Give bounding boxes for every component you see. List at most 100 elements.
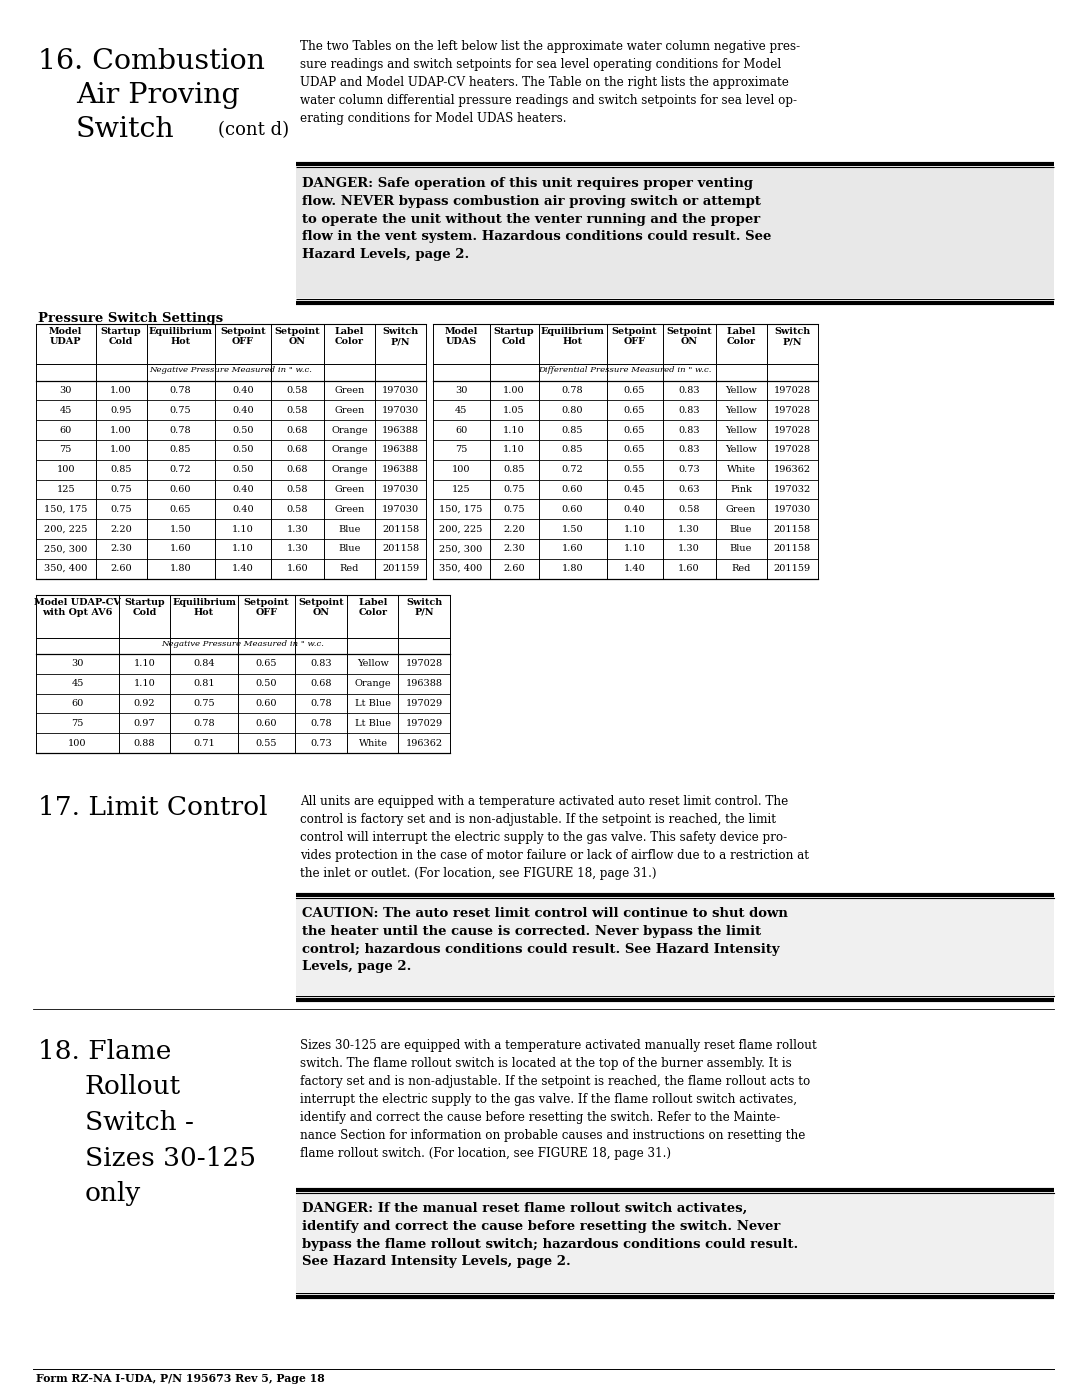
Text: 75: 75: [455, 446, 468, 454]
Text: Equilibrium
Hot: Equilibrium Hot: [172, 598, 235, 616]
Text: 30: 30: [455, 386, 468, 395]
Text: Orange: Orange: [332, 465, 368, 474]
Text: 0.45: 0.45: [623, 485, 646, 495]
Text: 0.68: 0.68: [310, 679, 332, 689]
Text: Yellow: Yellow: [357, 659, 389, 668]
Text: 0.40: 0.40: [232, 504, 254, 514]
Text: Startup
Cold: Startup Cold: [100, 327, 141, 346]
Text: Label
Color: Label Color: [359, 598, 388, 616]
Text: 250, 300: 250, 300: [440, 545, 483, 553]
Text: Sizes 30-125 are equipped with a temperature activated manually reset flame roll: Sizes 30-125 are equipped with a tempera…: [300, 1039, 816, 1160]
Text: Red: Red: [731, 564, 751, 573]
Text: Rollout: Rollout: [85, 1074, 181, 1099]
Text: Green: Green: [335, 405, 365, 415]
Text: 0.78: 0.78: [170, 386, 191, 395]
Text: 1.50: 1.50: [562, 524, 583, 534]
Text: 30: 30: [71, 659, 83, 668]
Text: 1.80: 1.80: [562, 564, 583, 573]
Text: 0.83: 0.83: [678, 405, 700, 415]
Text: Blue: Blue: [338, 524, 361, 534]
Text: 0.85: 0.85: [562, 426, 583, 434]
Text: Air Proving: Air Proving: [76, 82, 240, 109]
Text: 1.80: 1.80: [170, 564, 191, 573]
Text: 0.60: 0.60: [562, 485, 583, 495]
Text: 2.30: 2.30: [110, 545, 132, 553]
Text: 201158: 201158: [773, 524, 811, 534]
Text: 0.65: 0.65: [624, 405, 645, 415]
Text: Switch
P/N: Switch P/N: [774, 327, 810, 346]
Text: Model
UDAS: Model UDAS: [444, 327, 477, 346]
Text: 16. Combustion: 16. Combustion: [38, 47, 265, 75]
Text: 197028: 197028: [773, 405, 811, 415]
Text: 17. Limit Control: 17. Limit Control: [38, 795, 268, 820]
Text: 0.78: 0.78: [310, 719, 332, 728]
Text: 2.60: 2.60: [503, 564, 525, 573]
Text: Blue: Blue: [730, 524, 752, 534]
Text: 0.83: 0.83: [678, 446, 700, 454]
Text: 75: 75: [71, 719, 83, 728]
Text: 1.05: 1.05: [503, 405, 525, 415]
Text: White: White: [359, 739, 388, 747]
Text: Switch: Switch: [76, 116, 175, 142]
Text: 350, 400: 350, 400: [440, 564, 483, 573]
Text: 0.40: 0.40: [623, 504, 646, 514]
Text: 0.55: 0.55: [624, 465, 645, 474]
Text: 196362: 196362: [405, 739, 443, 747]
Text: 201159: 201159: [773, 564, 811, 573]
Text: The two Tables on the left below list the approximate water column negative pres: The two Tables on the left below list th…: [300, 41, 800, 124]
Text: 0.75: 0.75: [170, 405, 191, 415]
Text: 197028: 197028: [773, 386, 811, 395]
Text: 0.65: 0.65: [170, 504, 191, 514]
Text: 2.20: 2.20: [503, 524, 525, 534]
Text: 0.68: 0.68: [287, 465, 308, 474]
Text: DANGER: If the manual reset flame rollout switch activates,
identify and correct: DANGER: If the manual reset flame rollou…: [302, 1201, 798, 1268]
Text: 196388: 196388: [382, 465, 419, 474]
Text: 250, 300: 250, 300: [44, 545, 87, 553]
Text: 1.60: 1.60: [170, 545, 191, 553]
Text: 18. Flame: 18. Flame: [38, 1039, 172, 1065]
Text: 0.80: 0.80: [562, 405, 583, 415]
Text: 0.97: 0.97: [134, 719, 156, 728]
Text: 0.58: 0.58: [678, 504, 700, 514]
Text: 0.63: 0.63: [678, 485, 700, 495]
Text: 1.10: 1.10: [503, 426, 525, 434]
Text: 1.60: 1.60: [562, 545, 583, 553]
Text: 1.30: 1.30: [678, 524, 700, 534]
Text: 0.72: 0.72: [170, 465, 191, 474]
Text: 30: 30: [59, 386, 72, 395]
Text: Pressure Switch Settings: Pressure Switch Settings: [38, 312, 224, 326]
Text: 125: 125: [56, 485, 76, 495]
Text: 200, 225: 200, 225: [440, 524, 483, 534]
Text: 60: 60: [59, 426, 72, 434]
Text: 196388: 196388: [405, 679, 443, 689]
Text: 45: 45: [455, 405, 468, 415]
Text: 125: 125: [451, 485, 470, 495]
Text: 2.20: 2.20: [110, 524, 132, 534]
Text: 197030: 197030: [382, 504, 419, 514]
Text: 1.50: 1.50: [170, 524, 191, 534]
Text: 0.85: 0.85: [110, 465, 132, 474]
Text: 0.50: 0.50: [256, 679, 276, 689]
Text: 201158: 201158: [773, 545, 811, 553]
Text: 0.60: 0.60: [170, 485, 191, 495]
Text: 0.78: 0.78: [310, 698, 332, 708]
Text: 0.68: 0.68: [287, 426, 308, 434]
Text: White: White: [727, 465, 756, 474]
Text: Green: Green: [335, 485, 365, 495]
Text: All units are equipped with a temperature activated auto reset limit control. Th: All units are equipped with a temperatur…: [300, 795, 809, 880]
Text: Yellow: Yellow: [725, 426, 757, 434]
Text: 0.78: 0.78: [562, 386, 583, 395]
Text: 0.75: 0.75: [503, 485, 525, 495]
Text: 2.60: 2.60: [110, 564, 132, 573]
Text: 201159: 201159: [382, 564, 419, 573]
Text: 0.58: 0.58: [287, 386, 308, 395]
Text: 0.58: 0.58: [287, 485, 308, 495]
Text: 1.30: 1.30: [678, 545, 700, 553]
Text: 1.10: 1.10: [623, 524, 646, 534]
Text: Switch
P/N: Switch P/N: [406, 598, 442, 616]
Text: Model UDAP-CV
with Opt AV6: Model UDAP-CV with Opt AV6: [35, 598, 121, 616]
Text: Equilibrium
Hot: Equilibrium Hot: [149, 327, 213, 346]
Text: Setpoint
ON: Setpoint ON: [274, 327, 321, 346]
Text: 60: 60: [71, 698, 83, 708]
Text: 0.40: 0.40: [232, 386, 254, 395]
